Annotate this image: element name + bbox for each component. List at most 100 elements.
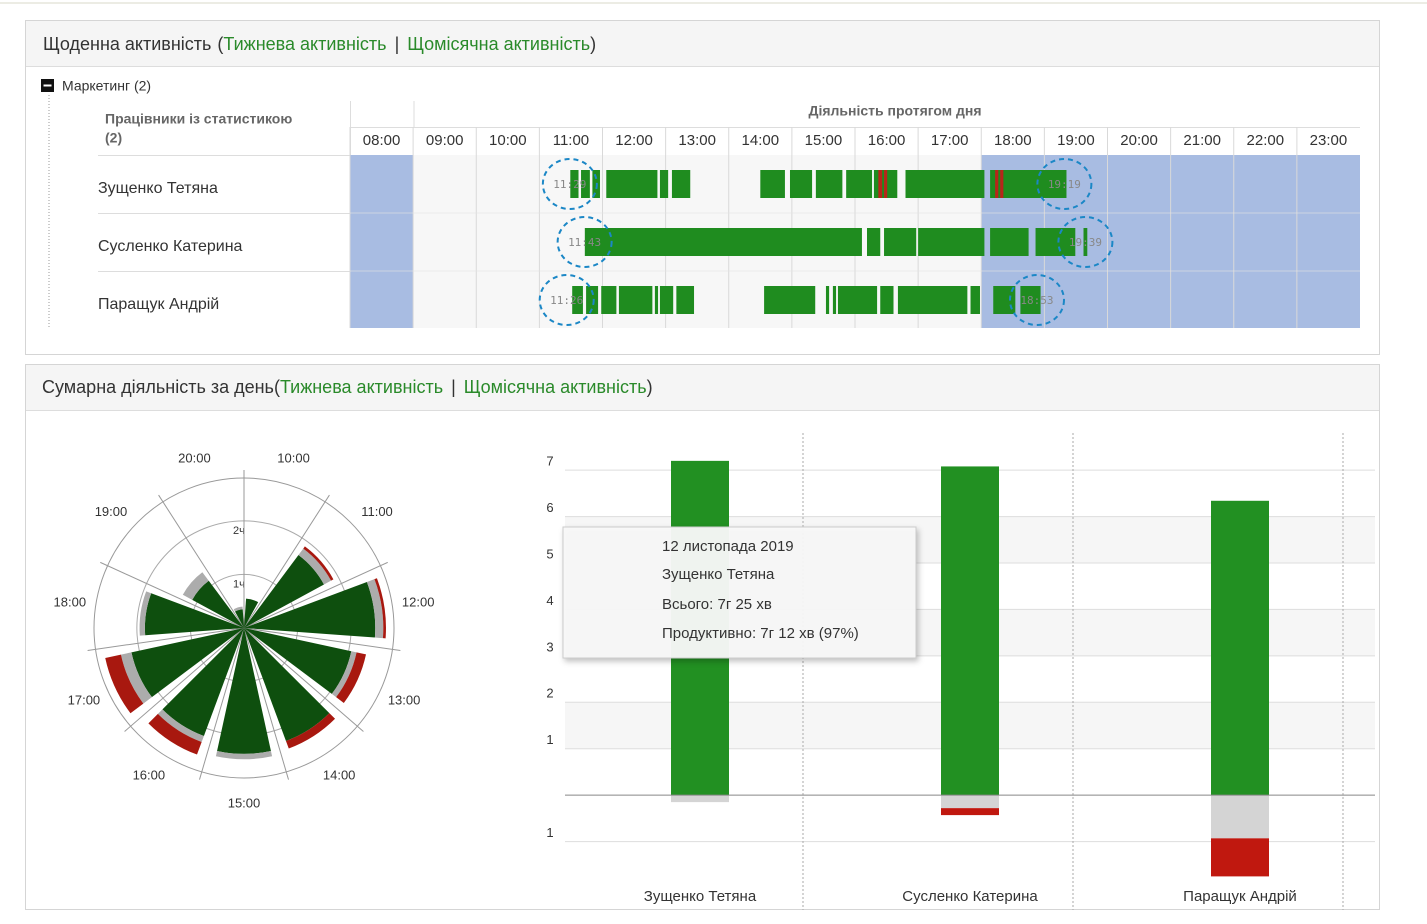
time-marker bbox=[1008, 274, 1065, 326]
y-tick-label: 1 bbox=[546, 732, 553, 747]
activity-segment bbox=[659, 286, 674, 314]
column-header: (2) bbox=[105, 130, 122, 146]
hour-label: 11:00 bbox=[361, 504, 393, 519]
activity-segment bbox=[601, 286, 617, 314]
hour-label: 15:00 bbox=[228, 795, 261, 810]
time-marker bbox=[556, 216, 613, 268]
hour-label: 10:00 bbox=[277, 451, 310, 466]
polar-wedge bbox=[157, 709, 204, 742]
activity-segment bbox=[584, 228, 862, 256]
bar bbox=[1211, 500, 1269, 796]
y-tick-label: 4 bbox=[546, 593, 553, 608]
hour-label: 14:00 bbox=[742, 132, 780, 149]
hour-label: 12:00 bbox=[402, 594, 435, 609]
timeline: 08:00 09:00 10:00 11:00 12:00 13:00 14:00 15:00… bbox=[98, 127, 1360, 328]
polar-wedge bbox=[192, 580, 244, 628]
panel-title: Щоденна активність (Тижнева активність | Що… bbox=[43, 34, 596, 54]
activity-segment bbox=[880, 286, 894, 314]
employee-name: Зущенко Тетяна bbox=[98, 180, 218, 197]
punct: ( bbox=[217, 34, 223, 54]
polar-wedge bbox=[131, 628, 244, 698]
title: Щоденна активність bbox=[43, 34, 211, 54]
unproductive-segment bbox=[995, 170, 999, 198]
activity-segment bbox=[618, 286, 653, 314]
hour-label: 11:00 bbox=[553, 132, 589, 149]
hour-label: 19:00 bbox=[1057, 132, 1095, 149]
activity-segment bbox=[606, 170, 658, 198]
panel-title: Сумарна діяльність за день(Тижнева актив… bbox=[42, 377, 653, 397]
sector-line bbox=[158, 494, 245, 629]
link[interactable]: Щомісячна активність bbox=[407, 34, 590, 54]
polar-wedge bbox=[244, 598, 259, 628]
hour-label: 16:00 bbox=[868, 132, 906, 149]
bar bbox=[941, 808, 999, 816]
hour-label: 10:00 bbox=[489, 132, 527, 149]
sector-line bbox=[243, 627, 364, 732]
sector-line bbox=[243, 494, 330, 629]
activity-segment bbox=[676, 286, 695, 314]
activity-segment bbox=[884, 228, 917, 256]
tooltip-box bbox=[562, 526, 917, 659]
polar-wedge bbox=[182, 572, 209, 600]
activity-segment bbox=[866, 228, 881, 256]
polar-wedge bbox=[105, 654, 144, 714]
polar-wedge bbox=[234, 609, 244, 628]
polar-wedge bbox=[285, 713, 336, 749]
y-tick-label: 1 bbox=[546, 825, 553, 840]
punct: ) bbox=[590, 34, 596, 54]
time-marker bbox=[1057, 216, 1114, 268]
unproductive-segment bbox=[884, 170, 888, 198]
hour-label: 18:00 bbox=[54, 594, 87, 609]
panel-header bbox=[26, 365, 1379, 410]
employee-name: Паращук Андрій bbox=[98, 296, 219, 313]
time-marker bbox=[541, 158, 598, 210]
bar bbox=[1211, 795, 1269, 839]
hour-label: 14:00 bbox=[323, 767, 356, 782]
time-label: 19:19 bbox=[1048, 178, 1081, 191]
unproductive-segment bbox=[878, 170, 883, 198]
time-label: 11:29 bbox=[553, 178, 586, 191]
time-marker bbox=[1036, 158, 1093, 210]
sector-line bbox=[243, 627, 401, 651]
polar-wedge bbox=[244, 581, 376, 638]
hour-label: 17:00 bbox=[931, 132, 969, 149]
hour-label: 22:00 bbox=[1247, 132, 1285, 149]
column-header: Працівники із статистикою bbox=[105, 111, 292, 127]
group-label: Маркетинг (2) bbox=[62, 78, 151, 94]
sector-line bbox=[100, 561, 245, 629]
activity-segment bbox=[1020, 286, 1041, 314]
polar-wedge bbox=[148, 713, 202, 755]
hour-label: 20:00 bbox=[178, 451, 211, 466]
activity-segment bbox=[764, 286, 816, 314]
activity-segment bbox=[993, 286, 1016, 314]
bar bbox=[671, 795, 729, 803]
hour-label: 12:00 bbox=[615, 132, 653, 149]
hour-label: 19:00 bbox=[95, 504, 128, 519]
tooltip-total: Всього: 7г 25 хв bbox=[662, 596, 772, 613]
activity-segment bbox=[1035, 228, 1076, 256]
time-label: 19:39 bbox=[1069, 236, 1102, 249]
polar-wedge bbox=[217, 628, 271, 754]
polar-wedge bbox=[244, 628, 330, 741]
y-tick-label: 7 bbox=[546, 454, 553, 469]
punct: ) bbox=[647, 377, 653, 397]
polar-wedge bbox=[374, 578, 386, 639]
x-tick-label: Сусленко Катерина bbox=[902, 888, 1038, 905]
punct: | bbox=[395, 34, 400, 54]
activity-segment bbox=[572, 286, 583, 314]
polar-wedge bbox=[139, 591, 152, 636]
hour-label: 20:00 bbox=[1120, 132, 1158, 149]
link[interactable]: Тижнева активність bbox=[223, 34, 386, 54]
tooltip-name: Зущенко Тетяна bbox=[662, 566, 775, 583]
bar bbox=[941, 466, 999, 796]
polar-wedge bbox=[144, 593, 244, 636]
off-hours bbox=[350, 155, 414, 328]
sector-line bbox=[243, 561, 388, 629]
activity-segment bbox=[1083, 228, 1088, 256]
hour-label: 17:00 bbox=[68, 693, 101, 708]
time-label: 18:53 bbox=[1020, 294, 1053, 307]
employee-name: Сусленко Катерина bbox=[98, 238, 243, 255]
link[interactable]: Щомісячна активність bbox=[464, 377, 647, 397]
link[interactable]: Тижнева активність bbox=[280, 377, 443, 397]
